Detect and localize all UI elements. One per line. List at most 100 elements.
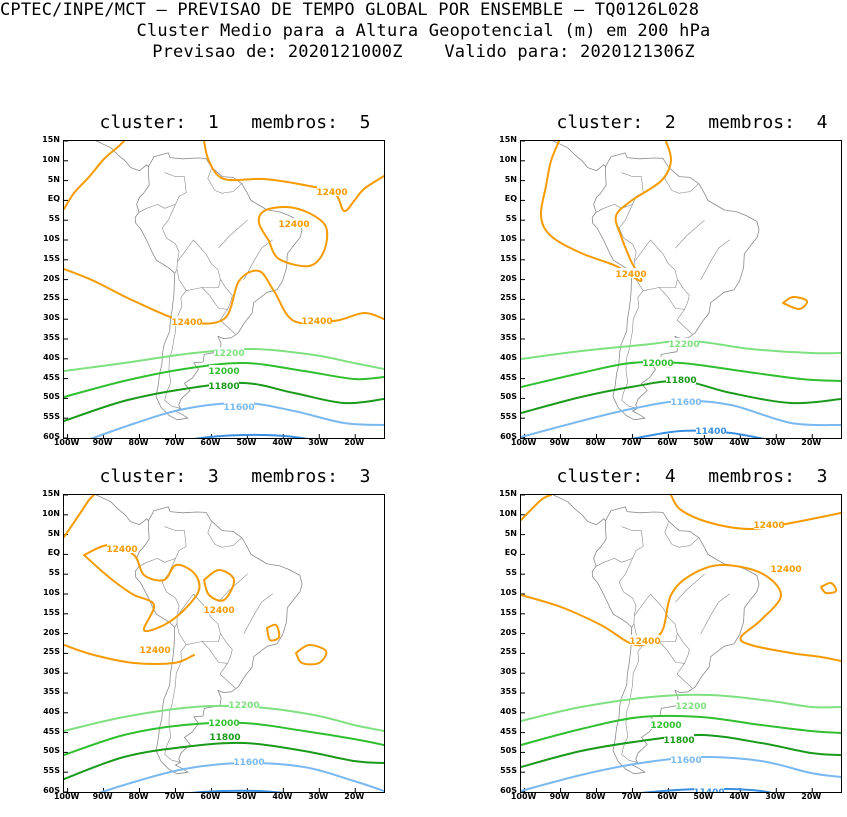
- contour-label-bg: [754, 519, 784, 529]
- lon-tick-label: 50W: [693, 438, 714, 447]
- map-panel-cluster-4: cluster: 4 membros: 3 15N 10N 5N EQ 5S 10S 15S…: [482, 467, 847, 817]
- contour-label: 11400: [695, 427, 726, 437]
- lat-tick-label: 20S: [500, 273, 517, 283]
- contour-label: 11800: [663, 736, 694, 746]
- contour-label-bg: [140, 644, 170, 654]
- lat-tick-label: 25S: [43, 647, 60, 657]
- lat-tick-label: 15S: [500, 607, 517, 617]
- country-border: [201, 633, 233, 664]
- geopotential-contour: [64, 381, 384, 422]
- country-border: [664, 522, 680, 548]
- geopotential-contour: [64, 268, 384, 325]
- central-america-coastline: [521, 495, 606, 526]
- lat-tick-label: 30S: [500, 667, 517, 677]
- lat-tick-label: 35S: [43, 687, 60, 696]
- contour-label: 11800: [209, 733, 240, 743]
- country-border: [700, 593, 730, 634]
- geopotential-contour: [521, 360, 841, 388]
- contour-label-bg: [666, 374, 696, 384]
- contour-label-bg: [669, 338, 699, 348]
- lon-tick-label: 50W: [236, 438, 257, 447]
- country-border: [218, 573, 248, 603]
- contour-label-bg: [771, 563, 801, 573]
- lat-tick-label: 15S: [43, 607, 60, 617]
- lat-tick-label: 30S: [500, 313, 517, 323]
- lat-tick-label: 5S: [505, 568, 517, 578]
- lon-tick-label: 30W: [308, 438, 329, 447]
- contour-label-bg: [209, 717, 239, 727]
- lon-tick-label: 70W: [164, 438, 185, 447]
- lat-tick-label: 15N: [499, 489, 517, 498]
- contour-label: 11800: [665, 376, 696, 386]
- contour-label-bg: [279, 218, 309, 228]
- lon-tick-label: 50W: [693, 792, 714, 801]
- geopotential-contour: [257, 205, 329, 268]
- geopotential-contour: [64, 347, 384, 372]
- lon-tick-label: 30W: [765, 792, 786, 801]
- lon-tick-label: 20W: [801, 438, 822, 447]
- lat-tick-label: 35S: [43, 333, 60, 342]
- lat-tick-label: 5N: [47, 174, 60, 184]
- lon-tick-label: 40W: [272, 438, 293, 447]
- country-border: [219, 309, 236, 335]
- lat-tick-label: EQ: [504, 194, 517, 204]
- lat-tick-label: 15S: [43, 253, 60, 263]
- lat-tick-label: 5S: [48, 214, 60, 224]
- lat-tick-label: 10N: [42, 154, 60, 164]
- contour-label: 12400: [615, 270, 646, 280]
- geopotential-contour: [64, 141, 125, 210]
- lon-tick-label: 20W: [344, 792, 365, 801]
- lat-tick-label: 60S: [43, 432, 60, 441]
- geopotential-contour: [64, 741, 384, 780]
- lat-tick-label: 20S: [43, 273, 60, 283]
- lat-tick-label: 5S: [505, 214, 517, 224]
- contour-label: 12000: [642, 359, 673, 369]
- map-panel-cluster-3: cluster: 3 membros: 3 15N 10N 5N EQ 5S 10S 15S…: [25, 467, 425, 817]
- header-line-1: CPTEC/INPE/MCT – PREVISAO DE TEMPO GLOBA…: [0, 0, 700, 20]
- map-panel-cluster-1: cluster: 1 membros: 5 15N 10N 5N EQ 5S 10S 15S…: [25, 113, 425, 463]
- contour-label-bg: [210, 731, 240, 741]
- lon-tick-label: 100W: [510, 438, 537, 447]
- contour-label: 11600: [670, 398, 701, 408]
- header-line-2: Cluster Medio para a Altura Geopotencial…: [136, 21, 711, 41]
- country-border: [157, 172, 187, 209]
- contour-label-bg: [209, 365, 239, 375]
- contour-label: 11600: [223, 403, 254, 413]
- contour-label: 11600: [670, 756, 701, 766]
- country-border: [207, 168, 223, 194]
- country-border: [678, 183, 699, 194]
- lat-tick-label: 60S: [43, 786, 60, 795]
- contour-label: 12000: [650, 721, 681, 731]
- lat-tick-label: 30S: [43, 313, 60, 323]
- lon-tick-label: 30W: [308, 792, 329, 801]
- lon-tick-label: 90W: [92, 792, 113, 801]
- lat-tick-label: 30S: [43, 667, 60, 677]
- country-border: [658, 633, 690, 664]
- lon-tick-label: 70W: [621, 792, 642, 801]
- contour-label-bg: [234, 756, 264, 766]
- panel-title: cluster: 1 membros: 5: [99, 112, 371, 133]
- country-border: [243, 593, 273, 634]
- lon-tick-label: 60W: [200, 792, 221, 801]
- contour-label-bg: [671, 754, 701, 764]
- lat-tick-label: 45S: [43, 372, 60, 382]
- country-border: [207, 522, 223, 548]
- map-area: 12400 12400 12400 12200 12000 11800 11600 11400: [520, 494, 842, 793]
- contour-label: 11800: [208, 382, 239, 392]
- panel-title: cluster: 2 membros: 4: [556, 112, 828, 133]
- geopotential-contour: [190, 789, 285, 792]
- country-border: [176, 239, 221, 291]
- lon-tick-label: 20W: [344, 438, 365, 447]
- geopotential-contour: [630, 429, 841, 438]
- lat-tick-label: 5N: [504, 174, 517, 184]
- panel-title: cluster: 3 membros: 3: [99, 466, 371, 487]
- map-svg: 12400 12400 12400 12200 12000 11800 11600 11400: [521, 495, 841, 792]
- country-border: [633, 239, 678, 291]
- country-border: [618, 558, 637, 628]
- lat-tick-label: 10N: [42, 508, 60, 518]
- contour-label: 12400: [139, 646, 170, 656]
- lat-tick-label: 50S: [500, 746, 517, 756]
- contour-label-bg: [317, 186, 347, 196]
- contour-label-bg: [204, 604, 234, 614]
- geopotential-contour: [521, 733, 841, 768]
